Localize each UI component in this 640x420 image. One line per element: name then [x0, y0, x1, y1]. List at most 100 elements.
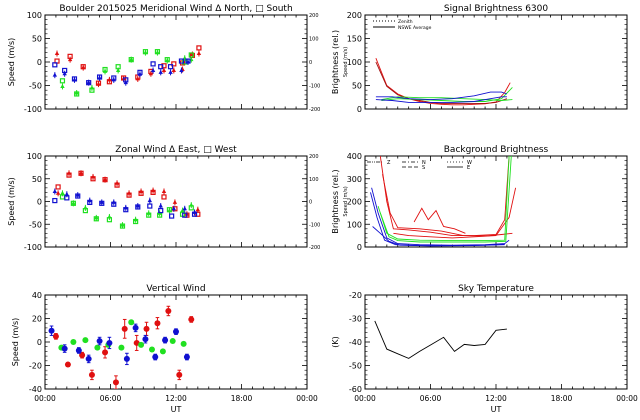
data-point-square: [111, 201, 117, 207]
legend-label: N: [422, 160, 426, 166]
y-tick-label: 0: [37, 338, 42, 347]
y-tick-label: -100: [24, 243, 42, 252]
data-point: [123, 355, 130, 362]
y-tick-label: 150: [347, 35, 362, 44]
panel-zonal: Zonal Wind Δ East, □ West 100 50 0 -50 -100 20…: [7, 145, 349, 252]
series-line-darkred: [375, 61, 508, 104]
data-point-square: [93, 216, 99, 222]
legend-label: E: [467, 165, 470, 171]
data-point-triangle: [196, 51, 202, 56]
data-point-square: [102, 66, 108, 73]
data-point-square: [86, 80, 92, 86]
data-point: [176, 371, 183, 378]
series-line-green1: [377, 156, 510, 242]
data-point: [52, 333, 59, 340]
data-point: [180, 340, 187, 347]
data-point-triangle: [55, 190, 61, 195]
data-point-square: [196, 45, 202, 51]
data-point-square: [171, 61, 177, 67]
data-point: [159, 348, 166, 355]
data-point: [121, 325, 128, 332]
data-point-square: [114, 182, 120, 188]
chart-title: Signal Brightness 6300: [444, 4, 548, 14]
y-tick-label: -20: [29, 362, 42, 371]
data-point-square: [191, 211, 198, 217]
y-tick-label: 300: [347, 175, 362, 184]
data-point: [112, 379, 119, 386]
series-line-blue1: [371, 187, 510, 246]
data-point-square: [75, 193, 81, 199]
series-line-green1: [381, 96, 513, 101]
data-point-triangle: [158, 69, 163, 74]
chart-title: Vertical Wind: [146, 284, 205, 294]
data-point-square: [182, 212, 188, 218]
data-point-square: [169, 213, 175, 219]
data-point-triangle: [129, 57, 134, 62]
data-point-square: [71, 76, 78, 82]
y-tick-label: 200: [347, 198, 362, 207]
y-right-tick-label: 0: [309, 60, 312, 66]
panel-signal: Signal Brightness 6300 200 150 100 50 0 Bright…: [331, 4, 628, 114]
data-point-triangle: [64, 191, 70, 196]
series-line-blue3: [372, 226, 505, 247]
data-point: [142, 336, 149, 343]
panel-vertical: Vertical Wind 40 20 0 -20 -40 Speed (m/s) 00:00…: [11, 284, 318, 414]
data-point: [152, 354, 159, 361]
x-tick-label: 12:00: [165, 394, 187, 403]
data-point: [70, 339, 77, 345]
data-point-square: [90, 176, 96, 182]
data-point-triangle: [102, 177, 108, 182]
data-point-square: [89, 87, 95, 93]
data-point-square: [70, 200, 76, 206]
y-tick-label: -30: [349, 315, 362, 324]
data-point: [173, 328, 179, 335]
data-point-triangle: [52, 188, 58, 193]
legend: Z NS WE: [367, 160, 472, 171]
data-point-square: [150, 189, 156, 195]
data-point: [148, 346, 155, 353]
panel-skytemp: Sky Temperature -20 -30 -40 -50 -60 (K) 00:00 06…: [331, 284, 638, 414]
data-point-triangle: [54, 51, 60, 56]
series-line-red4: [413, 207, 466, 234]
x-tick-label: 00:00: [34, 394, 56, 403]
data-point-triangle: [86, 80, 91, 85]
data-point: [188, 316, 195, 323]
data-point-triangle: [67, 57, 73, 62]
data-point-triangle: [179, 67, 184, 72]
series-line-green2: [381, 87, 513, 102]
data-point-square: [166, 207, 173, 213]
data-point-square: [111, 75, 117, 81]
panel-meridional: Boulder 2015025 Meridional Wind Δ North,…: [7, 4, 349, 114]
plot-frame: [364, 294, 628, 390]
y-tick-label: -50: [29, 220, 42, 229]
data-point: [169, 338, 176, 345]
data-point-triangle: [168, 69, 173, 74]
data-point: [138, 341, 145, 348]
data-point-square: [87, 199, 93, 206]
data-point-triangle: [172, 199, 178, 204]
data-point-square: [142, 49, 149, 55]
x-tick-label: 00:00: [616, 394, 638, 403]
data-point-triangle: [180, 208, 185, 213]
data-point-square: [150, 61, 156, 67]
y-tick-label: 50: [352, 82, 362, 91]
legend-label: Z: [387, 160, 391, 166]
data-point-triangle: [60, 190, 65, 195]
data-point: [75, 347, 82, 354]
data-point-square: [167, 64, 174, 70]
y-right-axis-label: Speed (m/s): [343, 47, 349, 77]
data-point: [102, 349, 109, 356]
data-point-square: [74, 91, 80, 97]
data-point: [183, 354, 190, 361]
data-point-triangle: [62, 71, 67, 76]
data-point: [85, 355, 92, 362]
data-point-square: [178, 58, 185, 64]
x-tick-label: 12:00: [485, 394, 507, 403]
y-tick-label: -100: [24, 105, 42, 114]
y-right-tick-label: 100: [309, 37, 319, 43]
y-right-tick-label: -200: [309, 107, 320, 113]
y-tick-label: 20: [32, 315, 42, 324]
data-point-square: [55, 184, 61, 190]
data-point: [96, 338, 103, 345]
